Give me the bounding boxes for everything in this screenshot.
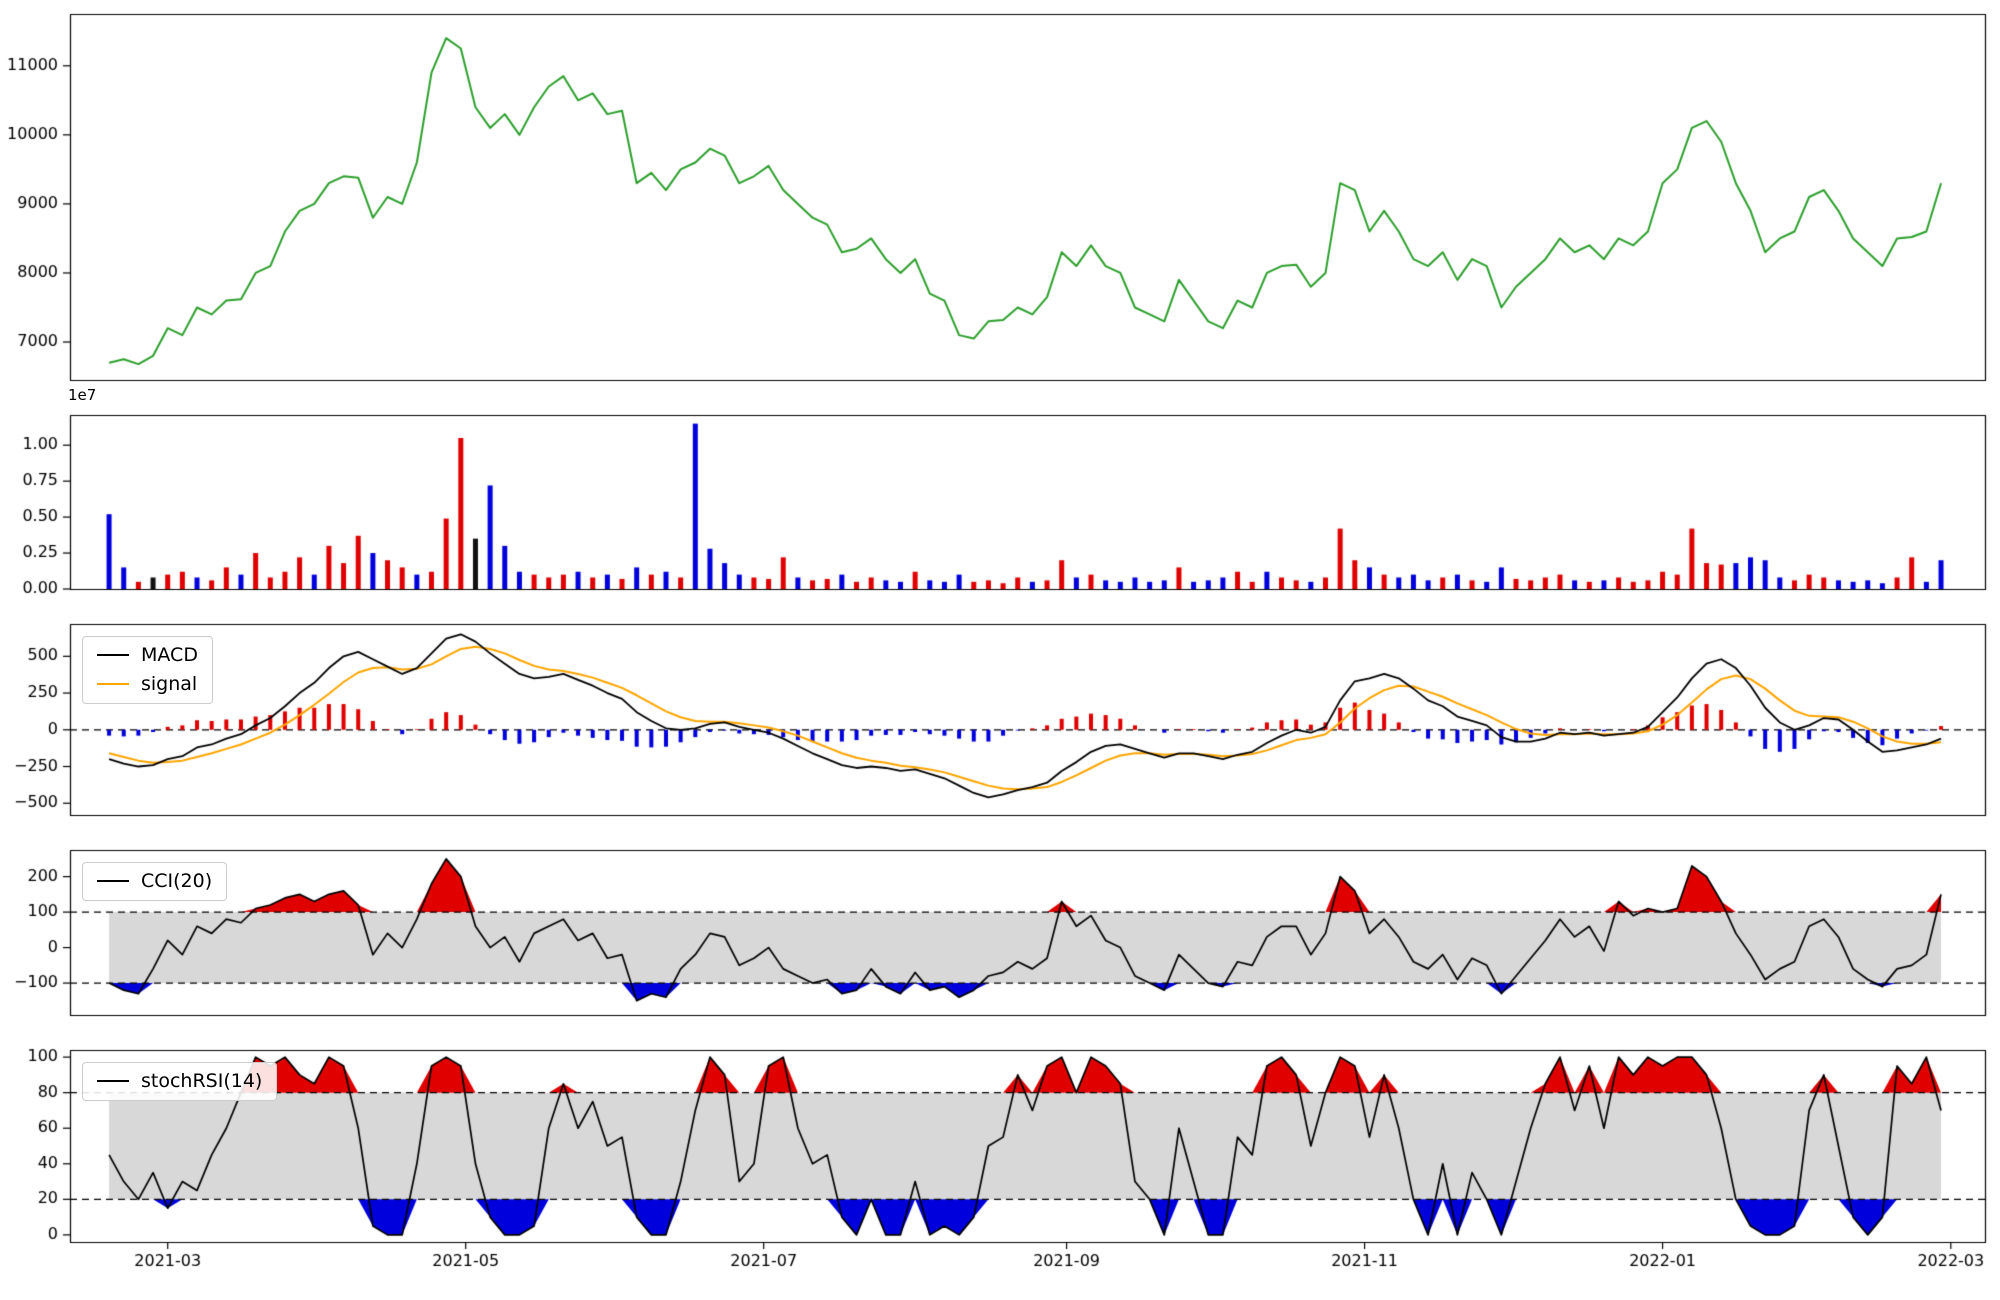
volume-axis-offset-label: 1e7: [68, 386, 97, 404]
legend-item-macd: MACD: [97, 645, 198, 666]
cci-legend: CCI(20): [82, 862, 228, 901]
stochrsi-legend: stochRSI(14): [82, 1062, 278, 1101]
macd-line-swatch: [97, 654, 129, 657]
legend-item-cci: CCI(20): [97, 871, 212, 892]
legend-item-signal: signal: [97, 672, 198, 695]
macd-legend-label: MACD: [141, 644, 198, 666]
stochrsi-legend-label: stochRSI(14): [141, 1070, 263, 1092]
signal-line-swatch: [97, 683, 129, 686]
signal-legend-label: signal: [141, 672, 198, 695]
stochrsi-line-swatch: [97, 1080, 129, 1083]
macd-legend: MACD signal: [82, 636, 213, 704]
cci-line-swatch: [97, 880, 129, 883]
cci-legend-label: CCI(20): [141, 870, 213, 892]
legend-item-stochrsi: stochRSI(14): [97, 1071, 262, 1092]
